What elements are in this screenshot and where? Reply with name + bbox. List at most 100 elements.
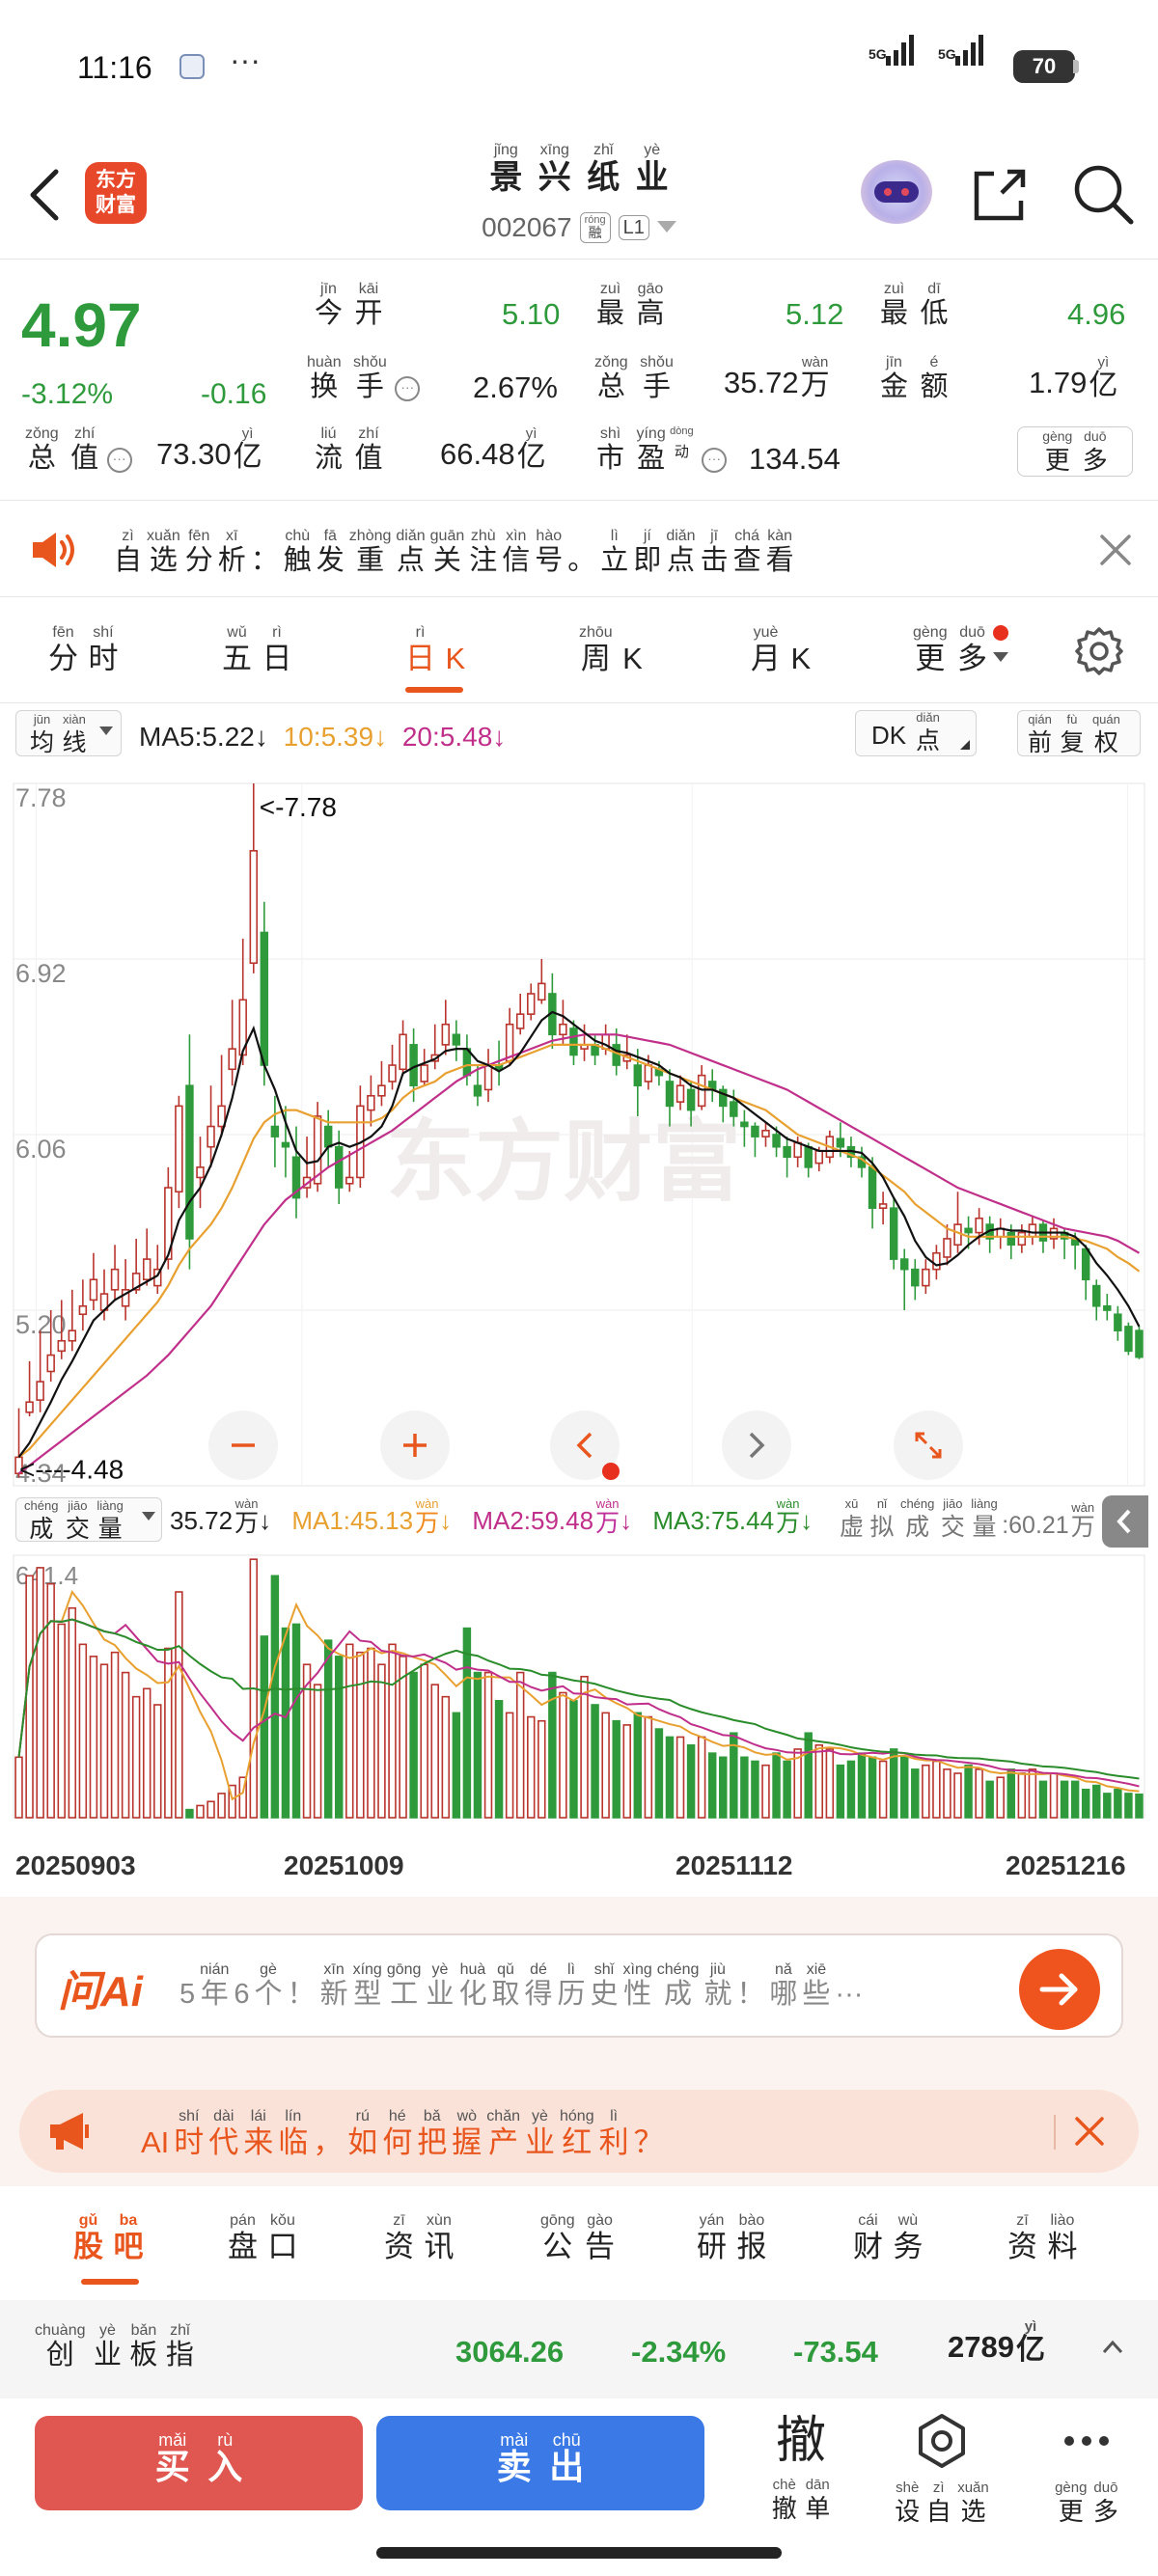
volume-bar — [462, 1627, 472, 1819]
chevron-up-icon[interactable] — [1100, 2335, 1125, 2360]
fullscreen-button[interactable] — [894, 1411, 963, 1480]
candle-body — [345, 1176, 354, 1185]
tab-profile[interactable]: zī 资 liào 料 — [1007, 2212, 1078, 2263]
ai-submit-button[interactable] — [1019, 1949, 1100, 2030]
ma10-line — [17, 1043, 1141, 1459]
ai-prompt-pinyin: nǎ — [775, 1961, 792, 1978]
ma-type-selector[interactable]: jūn 均 xiàn 线 — [15, 710, 122, 756]
tab-forum[interactable]: gǔ 股 ba 吧 — [73, 2212, 144, 2263]
info-dots-icon[interactable]: ··· — [702, 448, 728, 473]
volume-current: 35.72 — [170, 1506, 234, 1535]
candle-body — [515, 1013, 525, 1029]
notice-hanzi: 自 — [114, 545, 143, 576]
tab-five-day[interactable]: wǔ 五 rì 日 — [222, 624, 292, 675]
signal-bars-icon — [955, 33, 983, 66]
candle-body — [814, 1150, 824, 1165]
notice-pinyin: chù — [285, 528, 311, 544]
candle-body — [676, 1084, 685, 1103]
ai-prompt-pinyin: yè — [431, 1961, 449, 1978]
stock-code-row[interactable]: 002067 róng 融 L1 — [0, 212, 1158, 243]
ai-news-banner[interactable] — [19, 2090, 1139, 2173]
more-actions-button[interactable]: gèng 更 duō 多 — [1029, 2412, 1144, 2524]
tab-daily-k[interactable]: rì 日 K — [405, 624, 466, 675]
ai-news-text[interactable]: AI shí 时 dài 代 lái 来 lín 临， rú 如 hé 何 bǎ 把 wò 握 chǎn 产 yè 业 h… — [141, 2108, 669, 2159]
y-tick-label: 7.78 — [15, 783, 67, 812]
notice-hanzi: 信 — [502, 545, 531, 576]
close-icon[interactable] — [1096, 531, 1135, 569]
tab-financials[interactable]: cái 财 wù 务 — [853, 2212, 924, 2263]
volume-bar — [922, 1764, 930, 1819]
tab-announcements[interactable]: gōng 公 gào 告 — [540, 2212, 616, 2263]
signal-notice-text[interactable]: zì 自 xuǎn 选 fēn 分 xī 析： chù 触 fā 发 zhòng 重 diǎn 点 guān 关 z… — [114, 529, 799, 575]
last-price: 4.97 — [21, 290, 142, 360]
info-dots-icon[interactable]: ··· — [395, 376, 421, 401]
kline-chart[interactable]: 7.786.926.065.204.34东方财富<-7.78<----4.486… — [0, 768, 1158, 1849]
zoom-in-button[interactable] — [380, 1411, 450, 1480]
notice-pinyin: guān — [429, 528, 465, 544]
search-icon[interactable] — [1071, 162, 1135, 226]
volume-bar — [323, 1639, 333, 1819]
candle-body — [1081, 1247, 1090, 1281]
tab-weekly-k[interactable]: zhōu 周 K — [579, 624, 643, 675]
candle-body — [836, 1137, 845, 1148]
ai-prompt-hanzi: 年 — [200, 1979, 229, 2010]
ai-prompt-hanzi: 就 — [703, 1979, 732, 2010]
ai-news-pinyin: hé — [388, 2108, 406, 2124]
notice-char: kàn 看 — [766, 529, 794, 575]
share-icon[interactable] — [969, 164, 1031, 226]
cancel-order-button[interactable]: 撤 chè 撤 dān 单 — [743, 2412, 859, 2521]
candle-body — [388, 1064, 397, 1082]
info-dots-icon[interactable]: ··· — [106, 448, 132, 473]
notice-pinyin: jí — [643, 528, 651, 544]
index-ticker-bar[interactable] — [0, 2300, 1158, 2398]
ai-prompt-pinyin: xìng — [622, 1961, 652, 1978]
pan-left-button[interactable] — [550, 1411, 620, 1480]
volume-bar — [302, 1663, 312, 1819]
add-watchlist-button[interactable]: shè 设 zì 自 xuǎn 选 — [884, 2412, 1000, 2524]
ai-prompt-hanzi: ··· — [835, 1979, 864, 2010]
volume-indicator-selector[interactable]: chéng 成 jiāo 交 liàng 量 — [15, 1497, 162, 1542]
more-quote-button[interactable]: gèng 更 duō 多 — [1017, 426, 1133, 477]
forward-adjust-selector[interactable]: qián 前 fù 复 quán 权 — [1017, 710, 1141, 756]
ai-news-hanzi: 红 — [562, 2125, 593, 2159]
candle-body — [89, 1278, 98, 1302]
dk-point-selector[interactable]: DK diǎn 点 — [855, 710, 977, 756]
amount-value: 1.79 yì 亿 — [1029, 355, 1117, 400]
close-icon[interactable] — [1071, 2113, 1108, 2150]
buy-button[interactable]: mǎi 买 rù 入 — [35, 2416, 363, 2510]
gear-icon[interactable] — [1073, 625, 1125, 677]
candle-body — [110, 1268, 120, 1291]
volume-bar — [291, 1623, 301, 1819]
tab-more-periods[interactable]: gèng 更 duō 多 — [913, 625, 1009, 673]
indicator-panel-toggle[interactable] — [1102, 1495, 1148, 1548]
ai-news-hanzi: 来 — [243, 2125, 274, 2159]
tab-news[interactable]: zī 资 xùn 讯 — [384, 2212, 455, 2263]
back-arrow-icon[interactable] — [25, 166, 64, 224]
tab-monthly-k[interactable]: yuè 月 K — [751, 624, 812, 675]
y-tick-label: 6.92 — [15, 959, 67, 988]
tab-intraday[interactable]: fēn 分 shí 时 — [48, 624, 119, 675]
notice-char: xìn 信 — [502, 529, 530, 575]
ai-news-char: chǎn 产 — [486, 2109, 520, 2158]
zoom-out-button[interactable] — [208, 1411, 278, 1480]
volume-bar — [911, 1768, 920, 1819]
sell-button[interactable]: mài 卖 chū 出 — [376, 2416, 704, 2510]
pan-right-button[interactable] — [722, 1411, 791, 1480]
pe-label: shì 市 yíng 盈 dòng 动 ··· — [596, 426, 728, 473]
volume-bar — [1135, 1793, 1144, 1819]
app-logo[interactable]: 东方 财富 — [85, 162, 147, 224]
ai-prompt-text[interactable]: 5 nián 年 6 gè 个！ xīn 新 xíng 型 gōng 工 yè 业 huà 化 qǔ 取 dé 得 lì… — [179, 1962, 868, 2009]
low-label: zuì 最 dī 低 — [880, 281, 949, 329]
tab-research[interactable]: yán 研 bào 报 — [697, 2212, 767, 2263]
tab-order-book[interactable]: pán 盘 kǒu 口 — [228, 2212, 298, 2263]
ai-question-box[interactable] — [35, 1933, 1123, 2038]
more-dots-icon — [1064, 2436, 1109, 2446]
notice-hanzi: 击 — [700, 545, 729, 576]
ma-values: MA5:5.22↓ 10:5.39↓ 20:5.48↓ — [139, 722, 506, 753]
ai-news-pinyin: shí — [179, 2108, 200, 2124]
ai-prompt-pinyin: xīn — [323, 1961, 345, 1978]
cellular-signal-2: 5G — [938, 35, 983, 66]
minus-icon — [232, 1443, 255, 1447]
candle-body — [185, 1084, 194, 1240]
